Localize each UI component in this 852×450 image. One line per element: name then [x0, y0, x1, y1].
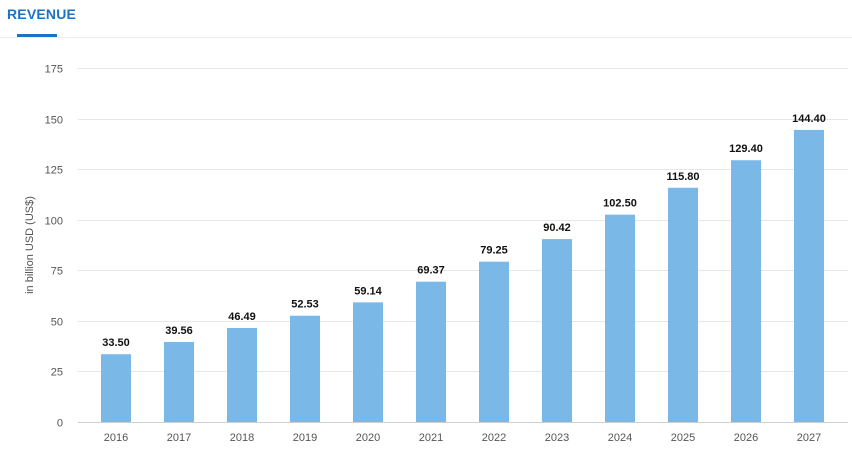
data-label-2019: 52.53 [291, 299, 319, 311]
data-label-2025: 115.80 [666, 171, 699, 183]
y-tick-label: 50 [51, 317, 63, 329]
header-divider [0, 37, 852, 38]
x-tick-label: 2019 [293, 432, 317, 444]
x-tick-label: 2023 [545, 432, 569, 444]
y-tick-label: 25 [51, 367, 63, 379]
x-tick-label: 2016 [104, 432, 128, 444]
x-tick-label: 2018 [230, 432, 254, 444]
gridlines [78, 68, 848, 372]
active-tab-indicator [17, 34, 57, 37]
data-label-2027: 144.40 [792, 113, 826, 125]
bar-2023[interactable] [542, 239, 572, 422]
x-tick-label: 2017 [167, 432, 191, 444]
tab-revenue[interactable]: REVENUE [7, 6, 77, 22]
bar-2026[interactable] [731, 160, 761, 422]
data-label-2020: 59.14 [354, 285, 382, 297]
y-tick-label: 0 [57, 418, 63, 430]
bar-2025[interactable] [668, 187, 698, 422]
x-tick-label: 2024 [608, 432, 632, 444]
bar-2022[interactable] [479, 261, 509, 422]
y-axis-title: in billion USD (US$) [24, 196, 36, 294]
data-label-2022: 79.25 [480, 245, 508, 257]
data-label-2024: 102.50 [603, 198, 637, 210]
bars [101, 129, 824, 423]
bar-2016[interactable] [101, 354, 131, 422]
bar-2024[interactable] [605, 214, 635, 422]
data-label-2017: 39.56 [165, 325, 193, 337]
data-labels: 33.50 39.56 46.49 52.53 59.14 69.37 79.25 90.42… [102, 113, 826, 349]
data-label-2018: 46.49 [228, 311, 256, 323]
header-bar: REVENUE [0, 0, 852, 38]
y-tick-label: 125 [45, 165, 63, 177]
x-tick-label: 2026 [734, 432, 758, 444]
bar-2021[interactable] [416, 281, 446, 422]
x-tick-label: 2027 [797, 432, 821, 444]
bar-2019[interactable] [290, 315, 320, 422]
x-tick-label: 2020 [356, 432, 380, 444]
y-tick-label: 175 [45, 64, 63, 76]
y-tick-label: 100 [45, 216, 63, 228]
y-axis-ticks: 0 25 50 75 100 125 150 175 [45, 64, 63, 430]
y-tick-label: 75 [51, 266, 63, 278]
bar-2018[interactable] [227, 327, 257, 422]
x-tick-label: 2025 [671, 432, 695, 444]
bar-2027[interactable] [794, 129, 824, 423]
y-tick-label: 150 [45, 115, 63, 127]
x-tick-label: 2022 [482, 432, 506, 444]
data-label-2023: 90.42 [543, 222, 571, 234]
bar-2017[interactable] [164, 341, 194, 422]
data-label-2026: 129.40 [729, 143, 763, 155]
x-axis-ticks: 2016 2017 2018 2019 2020 2021 2022 2023 2024 2025… [104, 432, 821, 444]
x-tick-label: 2021 [419, 432, 443, 444]
data-label-2016: 33.50 [102, 337, 130, 349]
data-label-2021: 69.37 [417, 265, 445, 277]
bar-2020[interactable] [353, 302, 383, 422]
